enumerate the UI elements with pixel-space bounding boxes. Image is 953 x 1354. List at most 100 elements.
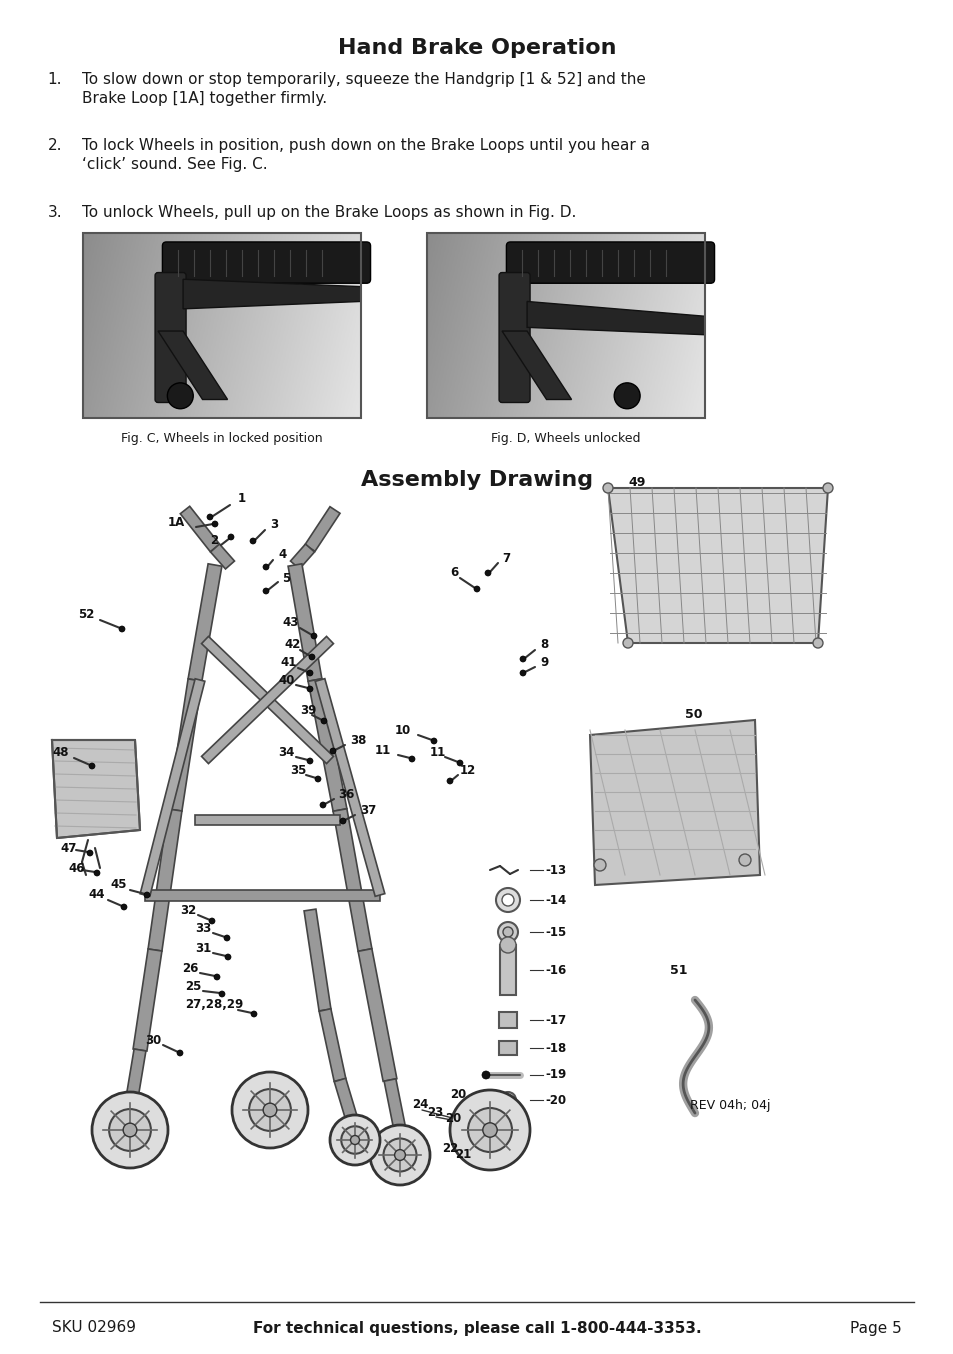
Bar <box>201 636 334 764</box>
Circle shape <box>249 1089 291 1131</box>
Polygon shape <box>526 302 704 334</box>
Bar <box>308 678 347 811</box>
Text: 34: 34 <box>277 746 294 758</box>
Circle shape <box>121 904 127 910</box>
Text: -20: -20 <box>544 1094 565 1106</box>
Circle shape <box>450 1090 530 1170</box>
Text: 20: 20 <box>450 1089 466 1102</box>
Circle shape <box>330 747 335 754</box>
Bar <box>498 1041 517 1055</box>
Text: -17: -17 <box>544 1014 565 1026</box>
Bar <box>314 678 384 896</box>
Circle shape <box>812 638 822 649</box>
Text: 22: 22 <box>441 1141 457 1155</box>
Circle shape <box>822 483 832 493</box>
Text: 7: 7 <box>501 551 510 565</box>
Circle shape <box>307 686 313 692</box>
Circle shape <box>91 1091 168 1169</box>
Bar <box>319 1009 346 1082</box>
Text: 12: 12 <box>459 764 476 776</box>
Circle shape <box>307 758 313 764</box>
Circle shape <box>94 871 100 876</box>
Bar <box>148 808 182 951</box>
Circle shape <box>109 1109 151 1151</box>
Circle shape <box>320 718 327 724</box>
Bar <box>498 1011 517 1028</box>
Bar <box>188 563 222 681</box>
Text: Hand Brake Operation: Hand Brake Operation <box>337 38 616 58</box>
Circle shape <box>339 818 346 825</box>
Text: To slow down or stop temporarily, squeeze the Handgrip [1 & 52] and the: To slow down or stop temporarily, squeez… <box>82 72 645 87</box>
Circle shape <box>309 654 314 659</box>
Circle shape <box>468 1108 512 1152</box>
Text: 36: 36 <box>337 788 354 800</box>
Bar <box>357 949 396 1082</box>
Circle shape <box>614 383 639 409</box>
Text: 24: 24 <box>412 1098 428 1112</box>
Circle shape <box>207 515 213 520</box>
Circle shape <box>594 858 605 871</box>
Circle shape <box>341 1127 369 1154</box>
Polygon shape <box>52 741 140 838</box>
Circle shape <box>502 927 513 937</box>
Polygon shape <box>158 330 228 399</box>
Text: 10: 10 <box>395 723 411 737</box>
Text: 2.: 2. <box>48 138 62 153</box>
Text: 1: 1 <box>237 492 246 505</box>
Text: 32: 32 <box>180 903 196 917</box>
Circle shape <box>395 1150 405 1160</box>
Text: 35: 35 <box>290 764 306 776</box>
Circle shape <box>330 1114 379 1164</box>
Text: 20: 20 <box>444 1112 460 1125</box>
Bar <box>201 636 334 764</box>
Text: 37: 37 <box>359 803 375 816</box>
FancyBboxPatch shape <box>155 272 186 402</box>
Text: SKU 02969: SKU 02969 <box>52 1320 136 1335</box>
Bar <box>180 506 219 551</box>
Circle shape <box>251 1011 256 1017</box>
Polygon shape <box>607 487 827 643</box>
Text: 26: 26 <box>182 961 198 975</box>
Text: Assembly Drawing: Assembly Drawing <box>360 470 593 490</box>
Circle shape <box>456 760 462 766</box>
Text: 46: 46 <box>68 861 85 875</box>
Text: 3.: 3. <box>48 204 62 219</box>
Circle shape <box>370 1125 430 1185</box>
Text: 49: 49 <box>627 477 644 490</box>
Circle shape <box>224 936 230 941</box>
Text: 23: 23 <box>427 1105 443 1118</box>
Circle shape <box>177 1049 183 1056</box>
Circle shape <box>497 922 517 942</box>
Text: To lock Wheels in position, push down on the Brake Loops until you hear a: To lock Wheels in position, push down on… <box>82 138 649 153</box>
Circle shape <box>228 533 233 540</box>
Circle shape <box>232 1072 308 1148</box>
Text: 31: 31 <box>194 941 211 955</box>
Bar <box>427 233 704 418</box>
Circle shape <box>499 937 516 953</box>
Text: Fig. C, Wheels in locked position: Fig. C, Wheels in locked position <box>121 432 322 445</box>
Circle shape <box>144 892 150 898</box>
Circle shape <box>250 538 255 544</box>
Text: -13: -13 <box>544 864 565 876</box>
Text: 44: 44 <box>88 888 105 902</box>
Circle shape <box>622 638 633 649</box>
Text: For technical questions, please call 1-800-444-3353.: For technical questions, please call 1-8… <box>253 1320 700 1335</box>
Circle shape <box>87 850 92 856</box>
Text: -19: -19 <box>544 1068 566 1082</box>
Text: Brake Loop [1A] together firmly.: Brake Loop [1A] together firmly. <box>82 91 327 106</box>
Circle shape <box>350 1136 359 1144</box>
Circle shape <box>383 1139 416 1171</box>
Circle shape <box>123 1124 136 1137</box>
Circle shape <box>739 854 750 867</box>
Text: -14: -14 <box>544 894 566 906</box>
FancyBboxPatch shape <box>162 242 370 283</box>
Circle shape <box>314 776 320 783</box>
Circle shape <box>263 588 269 594</box>
Text: 3: 3 <box>270 519 278 532</box>
Circle shape <box>499 1091 516 1108</box>
Circle shape <box>319 802 326 808</box>
Circle shape <box>496 888 519 913</box>
Text: 6: 6 <box>450 566 457 578</box>
Bar <box>305 506 339 551</box>
Text: 21: 21 <box>455 1148 471 1162</box>
